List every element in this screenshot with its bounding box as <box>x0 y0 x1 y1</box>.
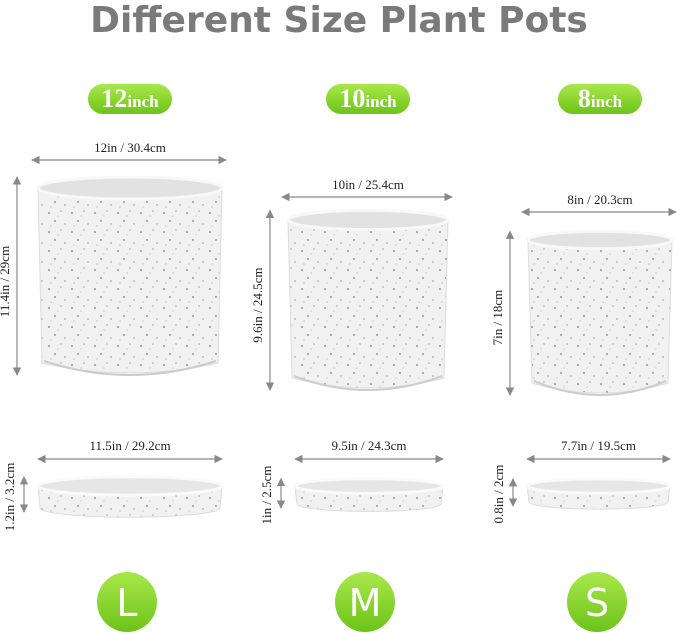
title: Different Size Plant Pots <box>90 0 588 41</box>
pot-rim <box>286 208 450 232</box>
saucer-height-label: 1.2in / 3.2cm <box>2 463 17 532</box>
size-badge <box>88 84 172 114</box>
pot-body <box>37 187 223 374</box>
saucer-rim <box>525 477 672 495</box>
size-letter: S <box>585 581 609 625</box>
pot-height-label: 11.4in / 29cm <box>0 246 12 317</box>
size-circle <box>567 572 627 632</box>
size-letter: L <box>116 581 137 625</box>
pot-base <box>43 360 217 376</box>
size-letter: M <box>349 581 382 625</box>
badge-unit: inch <box>127 92 159 111</box>
pot-rim <box>526 229 674 251</box>
saucer-rim <box>293 477 445 495</box>
badge-number: 8 <box>578 84 591 113</box>
saucer-rim <box>36 475 224 497</box>
badge-number: 10 <box>339 84 365 113</box>
saucer-width-label: 7.7in / 19.5cm <box>561 438 636 453</box>
pot-rim <box>36 175 224 201</box>
pot-height-label: 9.6in / 24.5cm <box>250 267 265 342</box>
size-badge-label: 12inch <box>101 84 159 113</box>
pot-width-label: 8in / 20.3cm <box>567 192 632 207</box>
pot-body <box>287 219 449 389</box>
saucer-height-label: 0.8in / 2cm <box>491 465 506 524</box>
size-badge-label: 10inch <box>339 84 397 113</box>
saucer-width-label: 11.5in / 29.2cm <box>89 438 170 453</box>
pot-width-label: 10in / 25.4cm <box>332 177 404 192</box>
size-circle <box>97 572 157 632</box>
badge-unit: inch <box>365 92 397 111</box>
pot-base <box>293 375 443 391</box>
size-badge <box>558 84 642 114</box>
size-badge-label: 8inch <box>578 84 623 113</box>
saucer-width-label: 9.5in / 24.3cm <box>331 438 406 453</box>
badge-number: 12 <box>101 84 127 113</box>
pot-width-label: 12in / 30.4cm <box>94 140 166 155</box>
saucer-height-label: 1in / 2.5cm <box>259 466 274 525</box>
pot-height-label: 7in / 18cm <box>490 290 505 346</box>
pot-body <box>527 239 673 394</box>
size-circle <box>335 572 395 632</box>
pot-base <box>533 380 667 396</box>
badge-unit: inch <box>591 92 623 111</box>
size-badge <box>326 84 410 114</box>
